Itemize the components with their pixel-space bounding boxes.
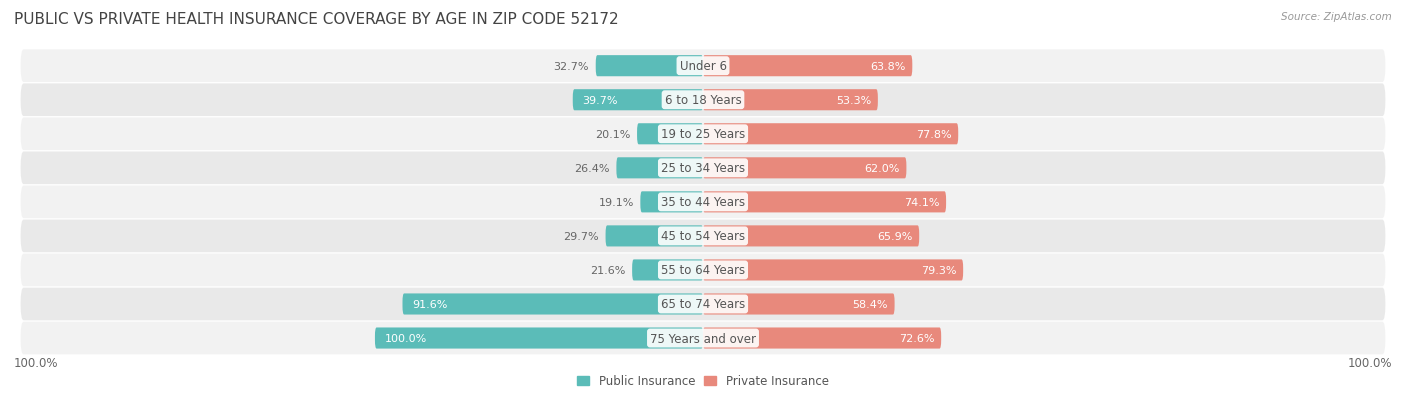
Text: 100.0%: 100.0% bbox=[14, 356, 59, 369]
Text: Under 6: Under 6 bbox=[679, 60, 727, 73]
FancyBboxPatch shape bbox=[703, 158, 907, 179]
Text: 25 to 34 Years: 25 to 34 Years bbox=[661, 162, 745, 175]
FancyBboxPatch shape bbox=[703, 260, 963, 281]
Text: 79.3%: 79.3% bbox=[921, 265, 956, 275]
Text: 65 to 74 Years: 65 to 74 Years bbox=[661, 298, 745, 311]
FancyBboxPatch shape bbox=[21, 84, 1385, 117]
FancyBboxPatch shape bbox=[375, 328, 703, 349]
Text: 75 Years and over: 75 Years and over bbox=[650, 332, 756, 345]
Text: 65.9%: 65.9% bbox=[877, 231, 912, 241]
FancyBboxPatch shape bbox=[703, 226, 920, 247]
FancyBboxPatch shape bbox=[596, 56, 703, 77]
Text: 29.7%: 29.7% bbox=[564, 231, 599, 241]
FancyBboxPatch shape bbox=[616, 158, 703, 179]
FancyBboxPatch shape bbox=[572, 90, 703, 111]
Text: 53.3%: 53.3% bbox=[837, 95, 872, 105]
FancyBboxPatch shape bbox=[703, 90, 877, 111]
Text: 74.1%: 74.1% bbox=[904, 197, 939, 207]
Text: 39.7%: 39.7% bbox=[582, 95, 619, 105]
Legend: Public Insurance, Private Insurance: Public Insurance, Private Insurance bbox=[572, 370, 834, 392]
Text: 77.8%: 77.8% bbox=[917, 129, 952, 140]
FancyBboxPatch shape bbox=[21, 220, 1385, 253]
FancyBboxPatch shape bbox=[21, 322, 1385, 354]
Text: 55 to 64 Years: 55 to 64 Years bbox=[661, 264, 745, 277]
FancyBboxPatch shape bbox=[21, 254, 1385, 287]
Text: PUBLIC VS PRIVATE HEALTH INSURANCE COVERAGE BY AGE IN ZIP CODE 52172: PUBLIC VS PRIVATE HEALTH INSURANCE COVER… bbox=[14, 12, 619, 27]
FancyBboxPatch shape bbox=[21, 50, 1385, 83]
FancyBboxPatch shape bbox=[606, 226, 703, 247]
FancyBboxPatch shape bbox=[703, 192, 946, 213]
FancyBboxPatch shape bbox=[633, 260, 703, 281]
Text: Source: ZipAtlas.com: Source: ZipAtlas.com bbox=[1281, 12, 1392, 22]
FancyBboxPatch shape bbox=[703, 328, 941, 349]
FancyBboxPatch shape bbox=[21, 152, 1385, 185]
Text: 32.7%: 32.7% bbox=[554, 62, 589, 71]
Text: 72.6%: 72.6% bbox=[898, 333, 935, 343]
Text: 100.0%: 100.0% bbox=[385, 333, 427, 343]
Text: 21.6%: 21.6% bbox=[591, 265, 626, 275]
Text: 35 to 44 Years: 35 to 44 Years bbox=[661, 196, 745, 209]
Text: 20.1%: 20.1% bbox=[595, 129, 630, 140]
Text: 26.4%: 26.4% bbox=[574, 164, 610, 173]
FancyBboxPatch shape bbox=[637, 124, 703, 145]
FancyBboxPatch shape bbox=[21, 186, 1385, 218]
Text: 6 to 18 Years: 6 to 18 Years bbox=[665, 94, 741, 107]
FancyBboxPatch shape bbox=[21, 288, 1385, 320]
Text: 58.4%: 58.4% bbox=[852, 299, 889, 309]
Text: 91.6%: 91.6% bbox=[412, 299, 447, 309]
Text: 19.1%: 19.1% bbox=[599, 197, 634, 207]
FancyBboxPatch shape bbox=[703, 124, 959, 145]
FancyBboxPatch shape bbox=[640, 192, 703, 213]
FancyBboxPatch shape bbox=[703, 56, 912, 77]
FancyBboxPatch shape bbox=[703, 294, 894, 315]
Text: 100.0%: 100.0% bbox=[1347, 356, 1392, 369]
FancyBboxPatch shape bbox=[21, 118, 1385, 151]
Text: 63.8%: 63.8% bbox=[870, 62, 905, 71]
Text: 19 to 25 Years: 19 to 25 Years bbox=[661, 128, 745, 141]
FancyBboxPatch shape bbox=[402, 294, 703, 315]
Text: 45 to 54 Years: 45 to 54 Years bbox=[661, 230, 745, 243]
Text: 62.0%: 62.0% bbox=[865, 164, 900, 173]
